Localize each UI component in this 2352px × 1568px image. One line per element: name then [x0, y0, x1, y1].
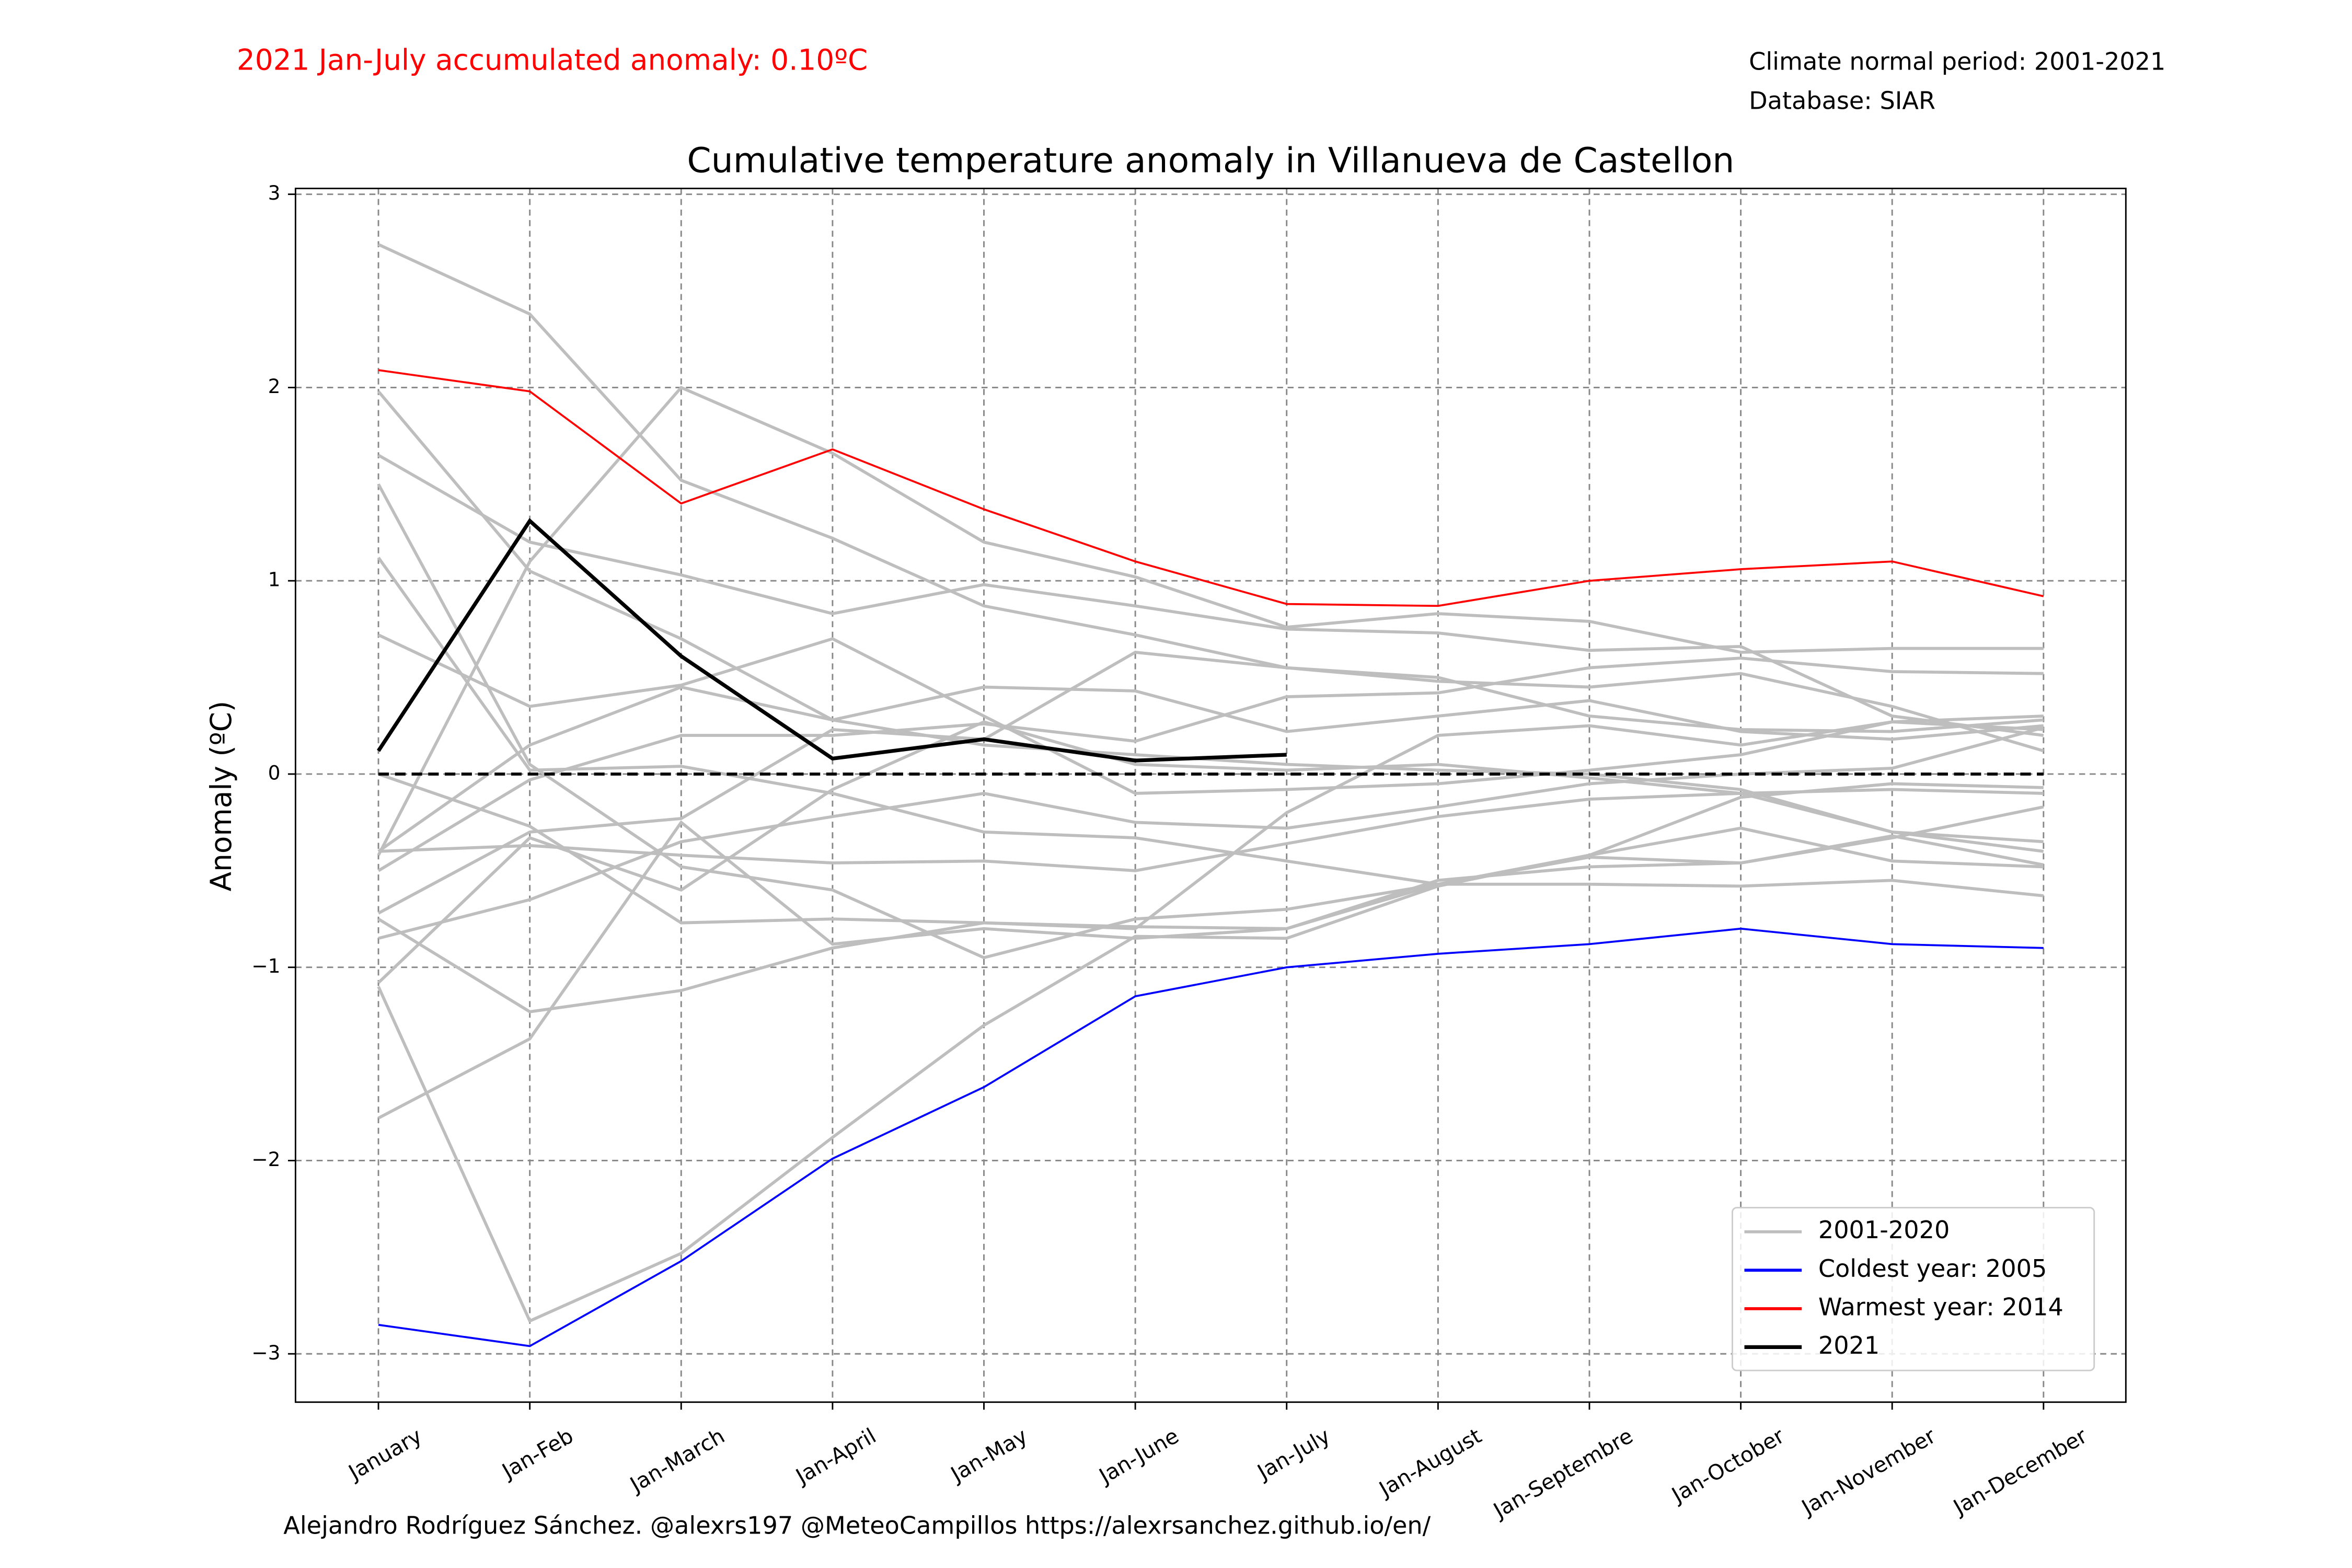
y-tick-label: −3 — [251, 1341, 280, 1364]
series-line — [377, 782, 2044, 1323]
y-tick-label: 2 — [268, 375, 281, 398]
series-line — [377, 557, 2044, 897]
series-line — [378, 369, 2044, 607]
series-line — [377, 656, 2044, 872]
footer: Alejandro Rodríguez Sánchez. @alexrs197 … — [283, 1512, 1431, 1540]
series-line — [377, 720, 2044, 984]
y-axis-label: Anomaly (ºC) — [204, 701, 238, 892]
series-line — [378, 788, 2044, 872]
series-line — [378, 726, 2044, 940]
series-line — [377, 651, 2044, 915]
y-tick-label: −1 — [251, 954, 280, 977]
series-line — [377, 834, 2044, 1013]
series-line — [378, 927, 2044, 1347]
series-line — [377, 243, 2044, 753]
plot-frame — [294, 188, 2127, 1403]
legend-label: 2001-2020 — [1818, 1216, 1950, 1244]
legend-label: Coldest year: 2005 — [1818, 1254, 2047, 1283]
legend-box — [1731, 1207, 2095, 1371]
series-line — [377, 633, 2044, 795]
y-tick-label: 3 — [268, 181, 281, 204]
series-line — [377, 390, 2044, 853]
annotation: Climate normal period: 2001-2021 — [1749, 48, 2165, 76]
y-tick-label: 1 — [268, 568, 281, 591]
series-line — [377, 385, 2044, 856]
chart-title: Cumulative temperature anomaly in Villan… — [687, 140, 1734, 181]
series-line — [377, 518, 1287, 763]
legend-label: Warmest year: 2014 — [1818, 1293, 2063, 1321]
legend-label: 2021 — [1818, 1331, 1880, 1359]
annotation: Database: SIAR — [1749, 87, 1935, 115]
y-tick-label: 0 — [268, 761, 281, 784]
series-line — [377, 454, 2044, 737]
y-tick-label: −2 — [251, 1148, 280, 1171]
annotation: 2021 Jan-July accumulated anomaly: 0.10º… — [237, 43, 868, 76]
series-line — [377, 685, 2044, 853]
series-line — [378, 720, 2044, 930]
